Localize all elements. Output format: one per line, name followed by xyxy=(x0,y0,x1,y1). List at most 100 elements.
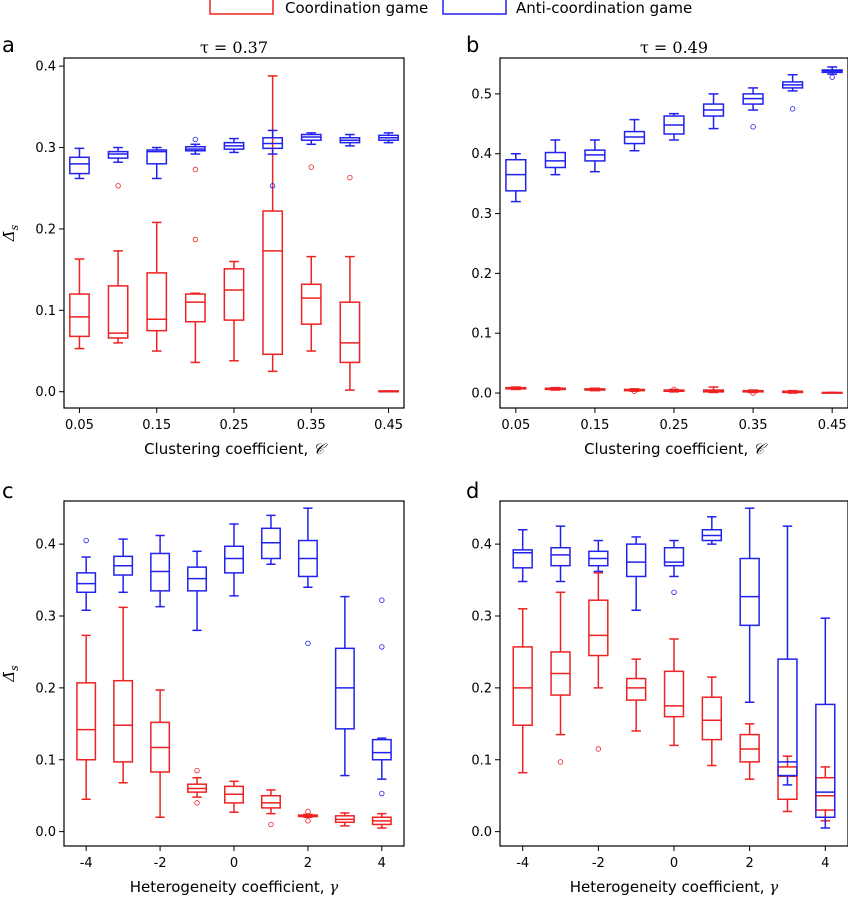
outlier-point xyxy=(595,746,602,752)
x-tick-label: 0.15 xyxy=(142,418,171,433)
y-tick-label: 0.4 xyxy=(35,60,56,75)
box xyxy=(224,523,244,597)
box xyxy=(742,389,764,396)
box-iqr xyxy=(588,599,609,657)
y-tick-label: 0.3 xyxy=(35,141,56,156)
box xyxy=(623,388,646,394)
box-iqr xyxy=(146,272,168,332)
x-tick-label: 2 xyxy=(746,856,754,871)
panels: a τ = 0.37 0.0 0.1 0.2 0.3 0.4 0.05 0.15 0.25 0.35… xyxy=(0,33,848,896)
box xyxy=(702,93,725,130)
box-iqr xyxy=(260,794,281,809)
x-tick-label: 0.05 xyxy=(501,418,530,433)
y-tick-label: 0.0 xyxy=(471,825,492,840)
y-tick-label: 0.2 xyxy=(471,267,492,282)
x-tick-label: 0.25 xyxy=(220,418,249,433)
y-tick-label: 0.1 xyxy=(35,304,56,319)
box xyxy=(300,132,322,146)
panel-a: a τ = 0.37 0.0 0.1 0.2 0.3 0.4 0.05 0.15 0.25 0.35… xyxy=(0,33,405,458)
x-tick-label: 4 xyxy=(378,856,386,871)
box xyxy=(339,133,361,147)
outlier-point xyxy=(379,790,385,797)
y-tick-label: 0.4 xyxy=(471,538,492,553)
outlier-point xyxy=(115,183,121,189)
y-tick-label: 0.3 xyxy=(471,207,492,222)
series-anti-coordination-game xyxy=(76,507,392,797)
box-iqr xyxy=(663,546,685,567)
box-iqr xyxy=(815,776,836,811)
box xyxy=(821,66,843,80)
series-anti-coordination-game xyxy=(505,66,843,203)
box xyxy=(150,689,171,818)
outlier-point xyxy=(631,388,638,394)
series-coordination-game xyxy=(69,75,399,393)
box-iqr xyxy=(184,293,206,323)
box xyxy=(663,539,685,595)
box xyxy=(371,597,392,797)
box-iqr xyxy=(777,766,798,801)
box xyxy=(663,112,685,141)
legend-swatch-anti-coordination xyxy=(442,0,507,15)
y-axis-label: Δ̄s xyxy=(0,224,21,242)
box xyxy=(260,789,281,828)
box xyxy=(742,87,764,130)
box-iqr xyxy=(512,646,533,726)
box xyxy=(334,595,355,777)
y-tick-label: 0.3 xyxy=(471,610,492,625)
box xyxy=(584,387,606,392)
box-iqr xyxy=(76,572,97,594)
series-anti-coordination-game xyxy=(512,507,836,829)
outlier-point xyxy=(192,236,199,243)
legend-label-anti-coordination: Anti-coordination game xyxy=(516,0,692,17)
box xyxy=(505,386,527,391)
panel-d: d 0.0 0.1 0.2 0.3 0.4 -4 -2 0 2 4 Heterogeneity coe… xyxy=(466,479,848,896)
box xyxy=(550,525,571,583)
box xyxy=(544,386,567,391)
box-iqr xyxy=(815,703,836,818)
box xyxy=(739,723,760,780)
outlier-point xyxy=(379,644,385,650)
outlier-point xyxy=(750,390,756,396)
box xyxy=(739,507,760,703)
box xyxy=(69,258,90,350)
box-iqr xyxy=(512,549,533,569)
box xyxy=(588,539,609,573)
outlier-point xyxy=(750,124,756,130)
outlier-point xyxy=(305,818,311,824)
box xyxy=(334,812,355,827)
box xyxy=(146,146,168,180)
box-iqr xyxy=(777,658,798,777)
y-tick-label: 0.5 xyxy=(471,87,492,102)
x-axis-label: Clustering coefficient, 𝒞 xyxy=(584,440,768,458)
box xyxy=(663,386,685,393)
box-iqr xyxy=(262,210,284,356)
box xyxy=(701,516,723,545)
outlier-point xyxy=(379,597,385,603)
box xyxy=(184,166,206,364)
box-iqr xyxy=(625,677,647,701)
y-tick-label: 0.1 xyxy=(35,753,56,768)
y-tick-label: 0.0 xyxy=(35,385,56,400)
box xyxy=(223,260,245,362)
y-tick-label: 0.2 xyxy=(471,681,492,696)
outlier-point xyxy=(308,164,314,170)
x-tick-label: 0.15 xyxy=(580,418,609,433)
box xyxy=(702,386,725,394)
panel-c: c 0.0 0.1 0.2 0.3 0.4 -4 -2 0 2 4 Heterogeneity coe… xyxy=(0,479,405,896)
x-tick-label: 0.45 xyxy=(374,418,403,433)
box xyxy=(512,608,533,774)
x-tick-label: 0.35 xyxy=(739,418,768,433)
box-iqr xyxy=(107,285,129,339)
y-axis-label: Δ̄s xyxy=(0,665,21,683)
box xyxy=(300,164,322,352)
outlier-point xyxy=(829,74,835,80)
box xyxy=(146,221,168,352)
box xyxy=(187,550,208,632)
x-tick-label: -2 xyxy=(592,856,605,871)
box-iqr xyxy=(69,156,90,175)
box xyxy=(113,606,134,784)
legend-swatch-coordination xyxy=(209,0,274,15)
outlier-point xyxy=(268,821,274,828)
panel-letter: c xyxy=(2,479,14,503)
